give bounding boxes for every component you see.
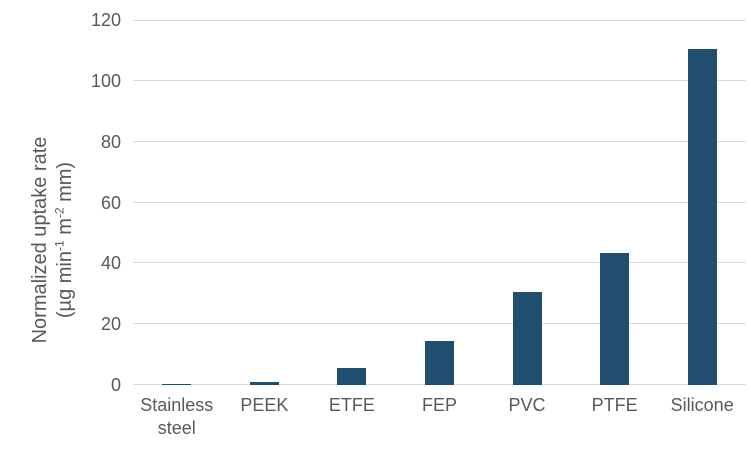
y-tick-label-20: 20 [100, 314, 121, 335]
x-tick-label-silicone: Silicone [670, 395, 734, 415]
gridline-60 [133, 201, 746, 203]
bar-fep [425, 340, 454, 385]
bar-peek [249, 381, 279, 385]
x-tick-label-fep: FEP [421, 395, 457, 415]
gridline-20 [133, 323, 746, 325]
gridline-80 [133, 140, 746, 142]
y-tick-label-60: 60 [100, 192, 121, 213]
x-tick-label-ptfe: PTFE [591, 395, 638, 415]
x-tick-label-pvc: PVC [508, 395, 546, 415]
x-tick-label-stainless-steel: Stainless steel [140, 395, 214, 438]
y-tick-label-40: 40 [100, 253, 121, 274]
y-tick-label-100: 100 [90, 70, 121, 91]
x-tick-label-etfe: ETFE [328, 395, 375, 415]
plot-area [133, 20, 746, 385]
y-tick-label-0: 0 [110, 375, 121, 395]
bar-silicone [687, 48, 717, 385]
y-tick-label-80: 80 [100, 131, 121, 152]
bar-pvc [512, 292, 542, 385]
x-tick-label-peek: PEEK [240, 395, 289, 415]
gridline-120 [133, 20, 746, 21]
x-axis-tick-labels: Stainless steel PEEK ETFE FEP PVC PTFE Silicon… [133, 394, 746, 454]
gridline-100 [133, 79, 746, 81]
bar-ptfe [600, 252, 630, 385]
gridline-40 [133, 262, 746, 264]
y-axis-tick-labels: 0 20 40 60 80 100 120 [0, 10, 121, 395]
bar-etfe [337, 368, 367, 385]
bar-stainless-steel [162, 384, 192, 385]
y-tick-label-120: 120 [90, 10, 121, 30]
